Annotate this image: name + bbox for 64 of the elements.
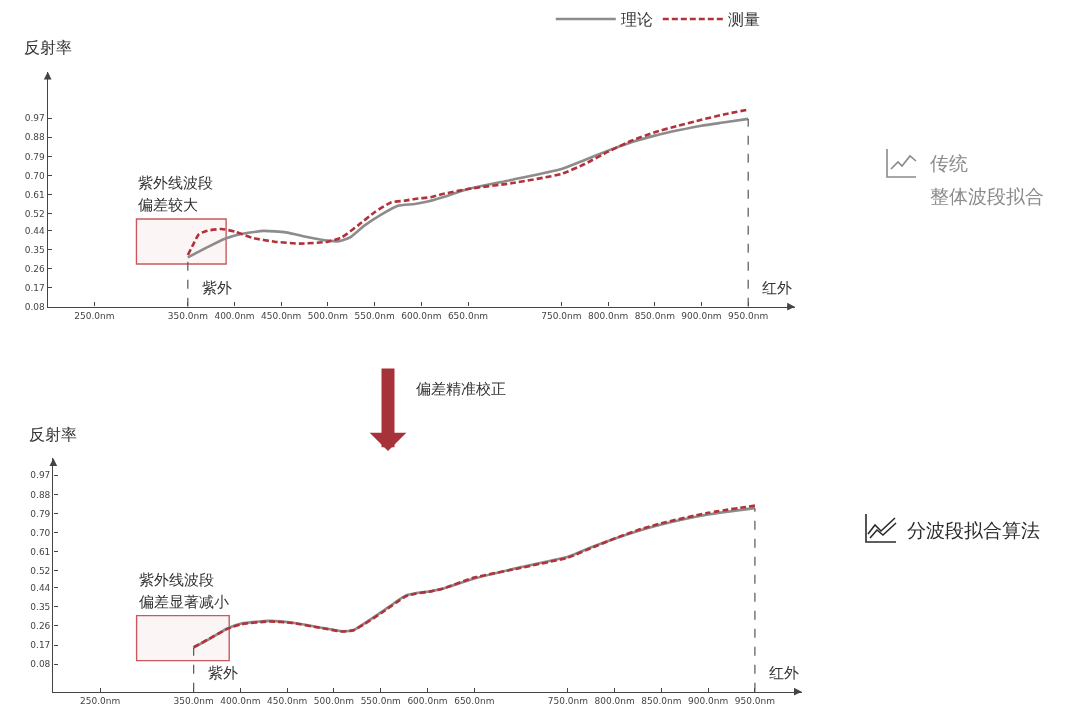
x-tick-label: 350.0nm [173, 695, 214, 706]
y-tick-label: 0.70 [24, 170, 45, 181]
x-tick-label: 850.0nm [634, 310, 675, 321]
annotation: 偏差显著减小 [139, 593, 229, 611]
text: 传统 [930, 152, 968, 174]
annotation: 紫外线波段 [138, 174, 213, 192]
y-tick-label: 0.44 [30, 582, 51, 593]
x-tick-label: 650.0nm [454, 695, 495, 706]
y-tick-label: 0.88 [24, 132, 45, 143]
x-tick-label: 550.0nm [360, 695, 401, 706]
y-tick-label: 0.52 [24, 208, 45, 219]
x-tick-label: 750.0nm [541, 310, 582, 321]
y-tick-label: 0.97 [24, 113, 45, 124]
x-tick-label: 350.0nm [167, 310, 208, 321]
y-tick-label: 0.52 [30, 565, 51, 576]
x-tick-label: 600.0nm [407, 695, 448, 706]
x-tick-label: 400.0nm [214, 310, 255, 321]
ref-line-label: 紫外 [208, 664, 238, 682]
x-tick-label: 600.0nm [401, 310, 442, 321]
x-tick-label: 900.0nm [688, 695, 729, 706]
x-tick-label: 550.0nm [354, 310, 395, 321]
y-tick-label: 0.88 [30, 489, 51, 500]
x-tick-label: 900.0nm [681, 310, 722, 321]
x-tick-label: 650.0nm [447, 310, 489, 321]
y-tick-label: 0.61 [30, 546, 51, 557]
text: 偏差精准校正 [416, 380, 506, 398]
annotation: 紫外线波段 [139, 571, 214, 589]
x-tick-label: 450.0nm [261, 310, 302, 321]
x-tick-label: 250.0nm [74, 310, 115, 321]
y-tick-label: 0.35 [30, 601, 51, 612]
x-tick-label: 950.0nm [734, 695, 776, 706]
y-tick-label: 0.17 [30, 640, 51, 651]
y-tick-label: 0.79 [30, 508, 51, 519]
y-tick-label: 0.44 [24, 225, 45, 236]
x-tick-label: 400.0nm [220, 695, 261, 706]
x-tick-label: 800.0nm [594, 695, 635, 706]
y-axis-title: 反射率 [29, 425, 77, 444]
x-tick-label: 800.0nm [587, 310, 629, 321]
y-tick-label: 0.17 [24, 282, 45, 293]
x-tick-label: 850.0nm [641, 695, 682, 706]
y-tick-label: 0.97 [30, 470, 51, 481]
legend-label: 理论 [620, 10, 653, 30]
y-tick-label: 0.08 [24, 301, 45, 312]
y-tick-label: 0.26 [24, 263, 45, 274]
x-tick-label: 450.0nm [267, 695, 308, 706]
x-tick-label: 250.0nm [80, 695, 121, 706]
x-tick-label: 500.0nm [307, 310, 349, 321]
y-tick-label: 0.70 [30, 527, 51, 538]
y-tick-label: 0.79 [24, 151, 45, 162]
annotation: 偏差较大 [138, 196, 198, 214]
text: 分波段拟合算法 [907, 519, 1040, 541]
x-tick-label: 500.0nm [313, 695, 355, 706]
y-tick-label: 0.26 [30, 621, 51, 632]
ref-line-label: 紫外 [202, 279, 232, 297]
ref-line-label: 红外 [769, 664, 799, 682]
x-tick-label: 950.0nm [728, 310, 769, 321]
x-tick-label: 750.0nm [547, 695, 588, 706]
y-tick-label: 0.35 [24, 244, 45, 255]
text: 整体波段拟合 [930, 185, 1044, 207]
y-tick-label: 0.08 [30, 659, 51, 670]
ref-line-label: 红外 [762, 279, 792, 297]
legend-label: 测量 [727, 10, 760, 30]
y-tick-label: 0.61 [24, 189, 45, 200]
y-axis-title: 反射率 [24, 38, 72, 57]
